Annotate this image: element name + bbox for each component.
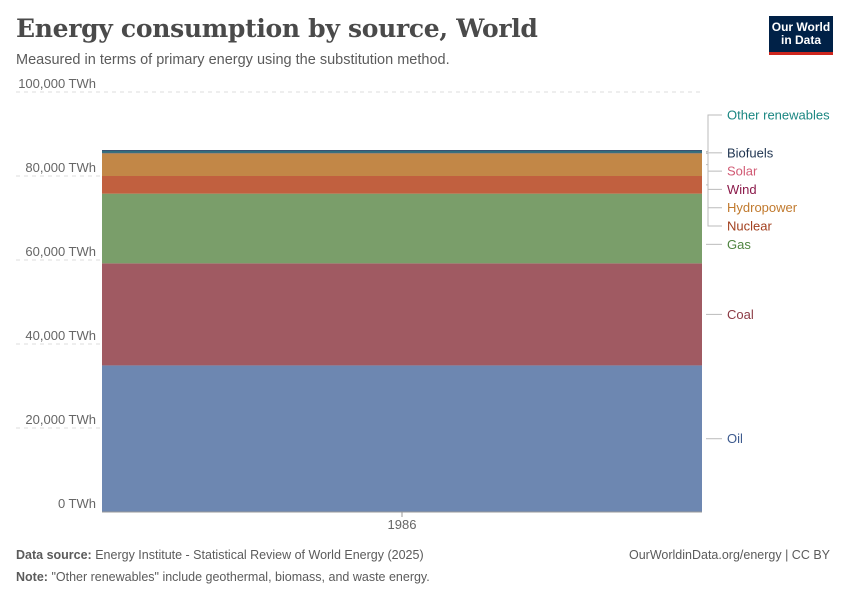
y-tick-label: 80,000 TWh bbox=[25, 160, 96, 175]
legend-label: Hydropower bbox=[727, 200, 798, 215]
area-hydropower[interactable] bbox=[102, 153, 702, 176]
legend-item-gas[interactable]: Gas bbox=[706, 237, 751, 252]
legend-item-coal[interactable]: Coal bbox=[706, 307, 754, 322]
area-oil[interactable] bbox=[102, 365, 702, 512]
note-label: Note: bbox=[16, 570, 48, 584]
legend-label: Nuclear bbox=[727, 219, 772, 234]
logo-line-2: in Data bbox=[780, 33, 821, 47]
legend-label: Gas bbox=[727, 237, 751, 252]
area-biofuels[interactable] bbox=[102, 152, 702, 154]
legend-label: Biofuels bbox=[727, 145, 774, 160]
legend-label: Wind bbox=[727, 182, 757, 197]
legend-label: Oil bbox=[727, 431, 743, 446]
y-tick-labels: 0 TWh 20,000 TWh 40,000 TWh 60,000 TWh 80,00… bbox=[18, 76, 96, 511]
legend-item-other-renewables[interactable]: Other renewables bbox=[706, 108, 830, 153]
y-tick-label: 100,000 TWh bbox=[18, 76, 96, 91]
y-tick-label: 20,000 TWh bbox=[25, 412, 96, 427]
note-text: "Other renewables" include geothermal, b… bbox=[51, 570, 430, 584]
data-source-link[interactable]: Energy Institute - Statistical Review of… bbox=[95, 548, 424, 562]
leader-line bbox=[706, 152, 722, 172]
chart-subtitle: Measured in terms of primary energy usin… bbox=[16, 52, 450, 68]
legend-item-biofuels[interactable]: Biofuels bbox=[706, 145, 774, 160]
area-gas[interactable] bbox=[102, 193, 702, 264]
chart-note: Note: "Other renewables" include geother… bbox=[16, 570, 430, 584]
legend-label: Coal bbox=[727, 307, 754, 322]
area-other-renewables[interactable] bbox=[102, 150, 702, 153]
y-tick-label: 40,000 TWh bbox=[25, 328, 96, 343]
chart-title: Energy consumption by source, World bbox=[16, 14, 538, 43]
x-tick-labels: 1986 bbox=[388, 512, 417, 532]
leader-line bbox=[706, 114, 722, 153]
credit-link[interactable]: OurWorldinData.org/energy | CC BY bbox=[628, 548, 830, 562]
area-nuclear[interactable] bbox=[102, 176, 702, 194]
logo-line-1: Our World bbox=[771, 20, 831, 34]
legend: Oil Coal Gas Nuclear Hydropower Wind Solar Biof… bbox=[706, 108, 830, 446]
y-tick-label: 60,000 TWh bbox=[25, 244, 96, 259]
legend-label: Other renewables bbox=[727, 108, 830, 123]
legend-label: Solar bbox=[727, 164, 758, 179]
area-coal[interactable] bbox=[102, 263, 702, 366]
x-tick-label: 1986 bbox=[388, 517, 417, 532]
owid-logo[interactable]: Our World in Data bbox=[769, 16, 833, 55]
legend-item-oil[interactable]: Oil bbox=[706, 431, 743, 446]
y-tick-label: 0 TWh bbox=[58, 496, 96, 511]
data-source: Data source: Energy Institute - Statisti… bbox=[16, 548, 424, 562]
area-series bbox=[102, 149, 702, 512]
data-source-label: Data source: bbox=[16, 548, 92, 562]
